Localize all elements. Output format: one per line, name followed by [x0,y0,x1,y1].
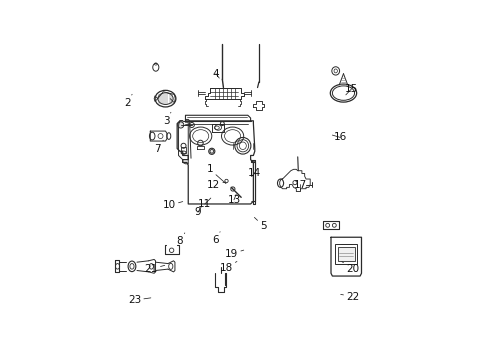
Text: 12: 12 [206,180,225,190]
Bar [334,244,357,264]
Text: 7: 7 [154,140,163,153]
Text: 3: 3 [163,112,171,126]
Text: 21: 21 [144,264,164,274]
Text: 11: 11 [198,198,211,209]
Text: 17: 17 [293,180,306,190]
Text: 8: 8 [176,233,184,246]
Text: 15: 15 [344,84,357,95]
Text: 14: 14 [247,168,261,179]
Text: 13: 13 [227,194,240,205]
Text: 2: 2 [123,94,132,108]
Text: 20: 20 [341,262,359,274]
Text: 6: 6 [212,232,220,245]
Text: 22: 22 [340,292,359,302]
Ellipse shape [208,148,214,154]
Text: 9: 9 [194,207,201,217]
Bar [181,147,185,153]
Text: 23: 23 [127,295,150,305]
Bar [337,247,354,261]
Text: 16: 16 [332,132,346,143]
Text: 18: 18 [219,261,237,273]
Text: 1: 1 [206,164,225,184]
Text: 19: 19 [224,249,243,259]
Text: 10: 10 [163,201,183,210]
Text: 5: 5 [254,217,266,231]
Text: 4: 4 [212,69,219,79]
